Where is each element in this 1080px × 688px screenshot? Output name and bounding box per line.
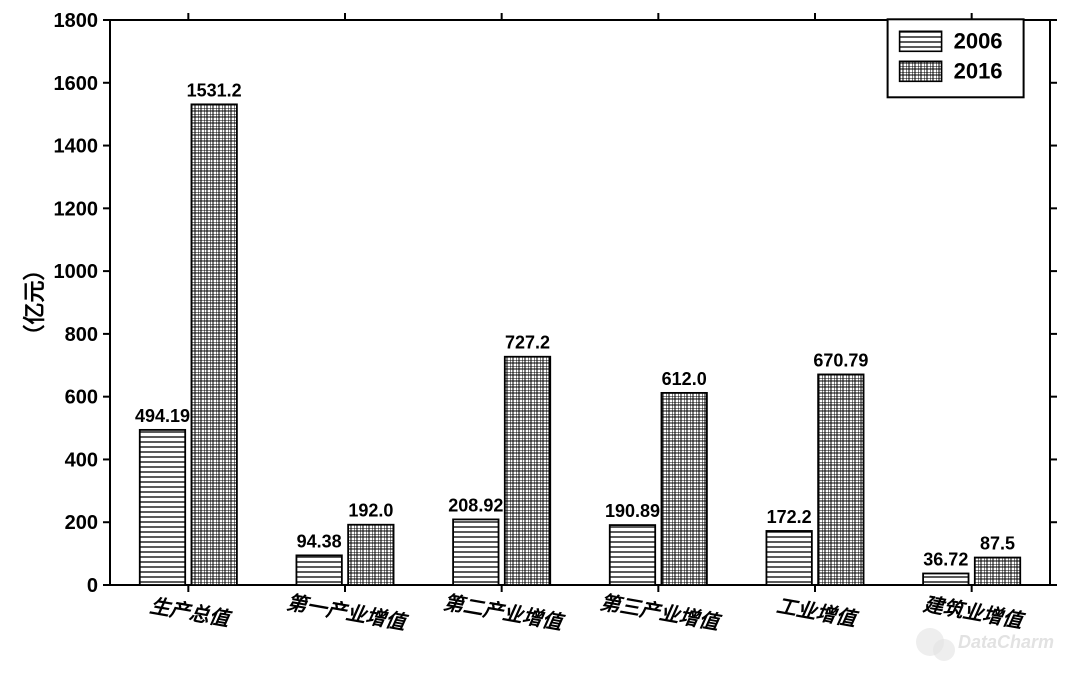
bar-2016: [191, 104, 236, 585]
ytick-label: 1800: [54, 10, 99, 32]
bar-2016: [661, 393, 706, 585]
plot-border: [110, 20, 1050, 585]
bar-value-label: 36.72: [923, 549, 968, 569]
bar-2016: [975, 558, 1020, 585]
bar-value-label: 612.0: [662, 369, 707, 389]
category-label: 第二产业增值: [442, 591, 567, 635]
y-axis-label: （亿元）: [22, 258, 47, 346]
bar-2006: [766, 531, 811, 585]
bar-value-label: 190.89: [605, 501, 660, 521]
bar-value-label: 670.79: [813, 350, 868, 370]
bar-value-label: 87.5: [980, 534, 1015, 554]
ytick-label: 400: [65, 449, 98, 471]
ytick-label: 0: [87, 575, 98, 597]
bar-2006: [296, 555, 341, 585]
ytick-label: 200: [65, 512, 98, 534]
ytick-label: 1200: [54, 198, 99, 220]
bar-chart: 0 200 400 600 800 1000 1200 1400 1600 1800 （亿元） 49…: [0, 0, 1080, 688]
bar-2006: [610, 525, 655, 585]
bar-2016: [818, 374, 863, 585]
bar-2016: [348, 525, 393, 585]
category-label: 第三产业增值: [598, 591, 723, 635]
ytick-label: 800: [65, 324, 98, 346]
category-label: 建筑业增值: [921, 592, 1027, 633]
bar-value-label: 192.0: [348, 501, 393, 521]
bar-value-label: 94.38: [297, 531, 342, 551]
legend-swatch: [900, 31, 942, 51]
bar-value-label: 1531.2: [187, 80, 242, 100]
category-label: 生产总值: [148, 594, 234, 631]
bar-value-label: 172.2: [767, 507, 812, 527]
bar-value-label: 208.92: [448, 495, 503, 515]
category-label: 工业增值: [775, 594, 861, 631]
ytick-label: 1400: [54, 136, 99, 158]
ytick-label: 600: [65, 387, 98, 409]
bar-value-label: 494.19: [135, 406, 190, 426]
chart-container: 0 200 400 600 800 1000 1200 1400 1600 1800 （亿元） 49…: [0, 0, 1080, 688]
watermark-text: DataCharm: [958, 632, 1054, 652]
bar-2006: [923, 573, 968, 585]
wechat-icon: [933, 639, 955, 661]
legend-swatch: [900, 61, 942, 81]
bar-value-label: 727.2: [505, 333, 550, 353]
bar-2016: [505, 357, 550, 585]
legend-label: 2016: [954, 58, 1003, 83]
category-label: 第一产业增值: [285, 591, 410, 635]
ytick-label: 1000: [54, 261, 99, 283]
bar-2006: [140, 430, 185, 585]
ytick-label: 1600: [54, 73, 99, 95]
bar-2006: [453, 519, 498, 585]
legend-label: 2006: [954, 28, 1003, 53]
